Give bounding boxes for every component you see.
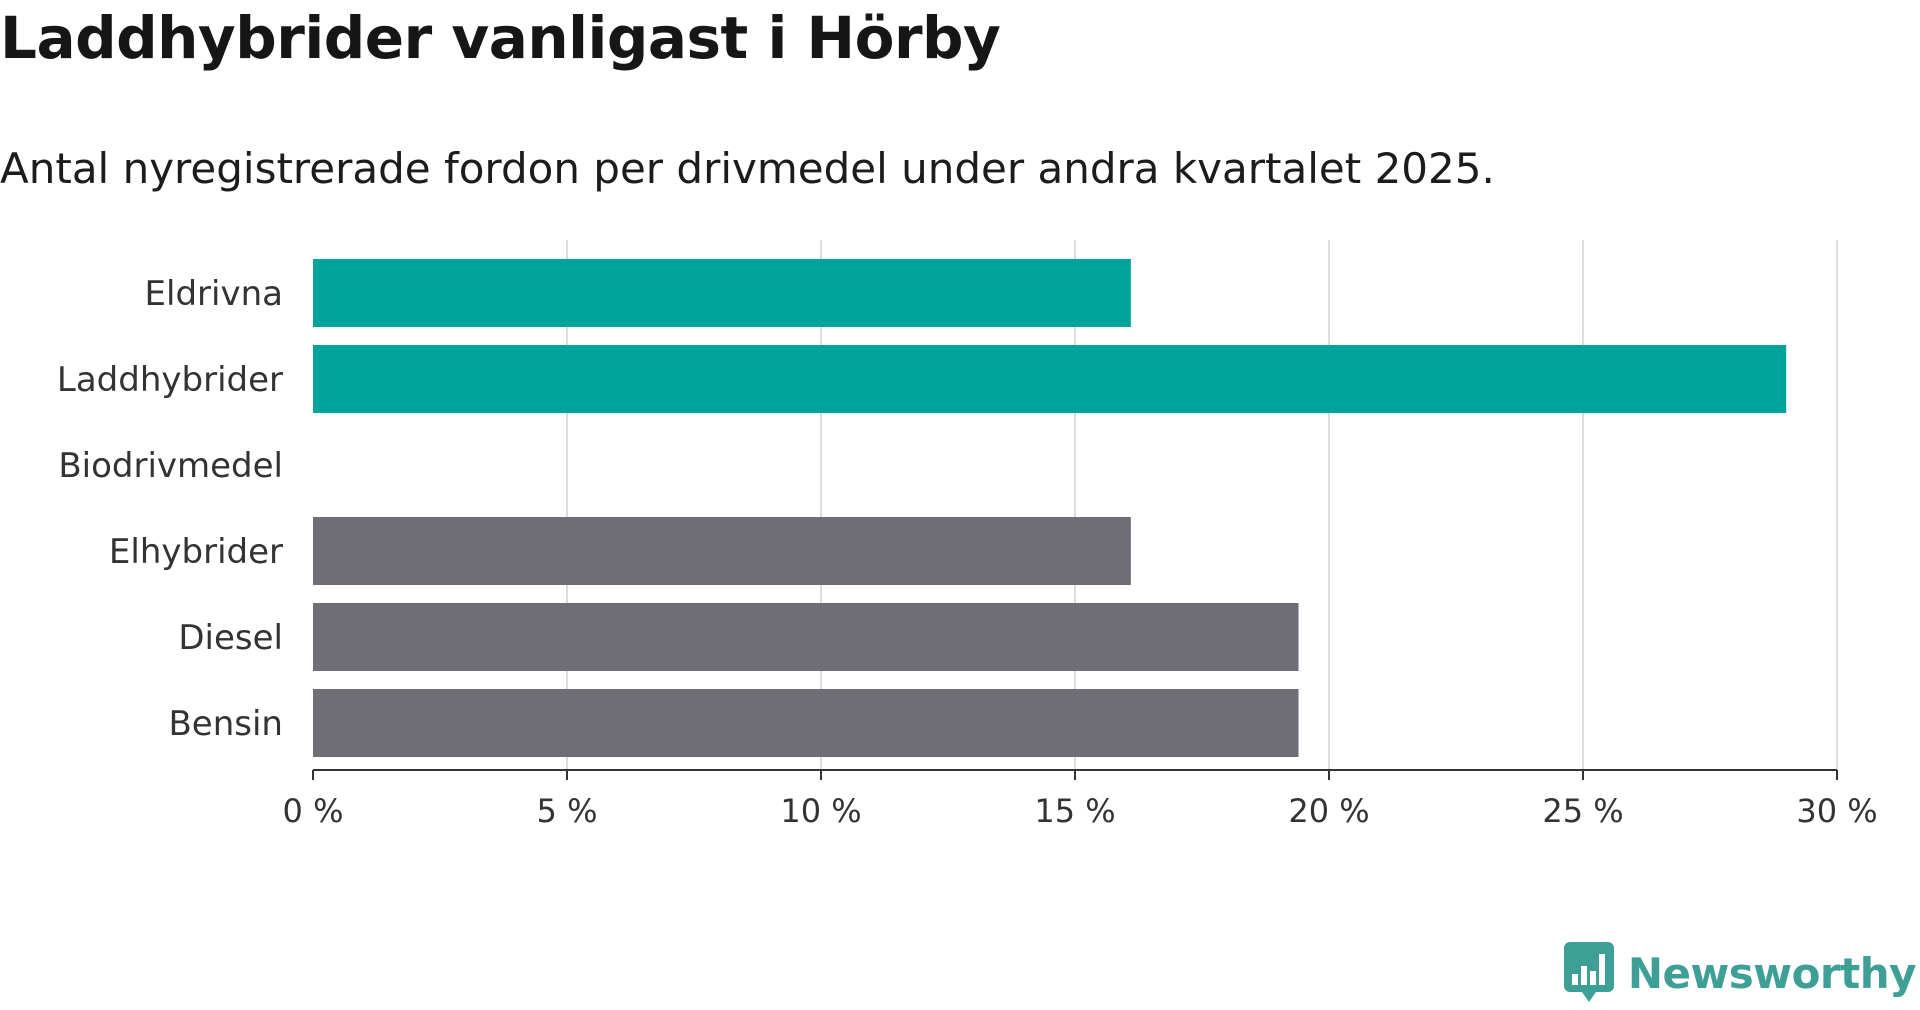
x-tick-label: 5 %	[537, 792, 598, 830]
category-label: Elhybrider	[109, 532, 283, 572]
x-tick-label: 30 %	[1796, 792, 1877, 830]
x-tick-label: 25 %	[1542, 792, 1623, 830]
newsworthy-logo-icon	[1563, 942, 1614, 1002]
bars	[313, 259, 1787, 757]
brand-logo: Newsworthy	[1563, 940, 1917, 1006]
bar-chart: Eldrivna Laddhybrider Biodrivmedel Elhybrid…	[57, 240, 1878, 830]
category-labels: Eldrivna Laddhybrider Biodrivmedel Elhybrid…	[57, 274, 283, 744]
gridlines	[566, 240, 1838, 770]
x-tick-label: 10 %	[780, 792, 861, 830]
page-subtitle: Antal nyregistrerade fordon per drivmede…	[0, 144, 1495, 193]
category-label: Laddhybrider	[57, 360, 283, 400]
category-label: Bensin	[168, 704, 283, 744]
bar-diesel	[313, 603, 1299, 671]
bar-bensin	[313, 689, 1299, 757]
x-tick-label: 0 %	[283, 792, 344, 830]
bar-laddhybrider	[313, 345, 1787, 413]
x-axis: 0 % 5 % 10 % 15 % 20 % 25 % 30 %	[283, 769, 1878, 830]
category-label: Biodrivmedel	[58, 446, 283, 486]
category-label: Diesel	[178, 618, 283, 658]
category-label: Eldrivna	[145, 274, 283, 314]
bar-eldrivna	[313, 259, 1131, 327]
page-title: Laddhybrider vanligast i Hörby	[0, 4, 1001, 72]
x-tick-label: 20 %	[1288, 792, 1369, 830]
brand-name: Newsworthy	[1627, 948, 1917, 998]
x-tick-label: 15 %	[1034, 792, 1115, 830]
bar-elhybrider	[313, 517, 1131, 585]
